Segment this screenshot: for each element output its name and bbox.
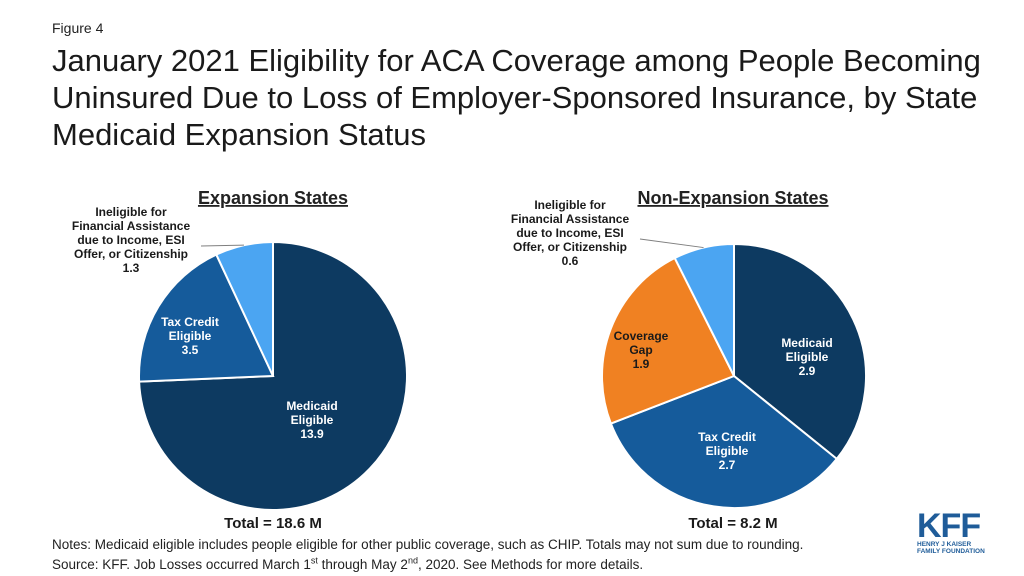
source-line: Source: KFF. Job Losses occurred March 1… [52,555,644,572]
pie-slice-tax-credit [138,253,275,383]
chart-title-non-expansion: Non-Expansion States [637,188,828,208]
notes: Notes: Medicaid eligible includes people… [52,535,932,575]
total-expansion: Total = 18.6 M [224,515,322,532]
logo-text: KFF [917,507,981,545]
slice-label-tax-credit: Tax Credit Eligible 2.7 [698,430,756,472]
slice-label-coverage-gap: Coverage Gap 1.9 [614,329,669,371]
page-title: January 2021 Eligibility for ACA Coverag… [52,43,981,152]
pie-expansion: Medicaid Eligible 13.9 Tax Credit Eligible 3.… [72,205,408,511]
pie-slice-ineligible [673,242,735,377]
slice-label-ineligible: Ineligible for Financial Assistance due to… [511,198,630,268]
pie-non-expansion: Medicaid Eligible 2.9 Tax Credit Eligible 2.7… [511,198,867,509]
pie-slice-medicaid [733,242,867,461]
pie-slice-tax-credit [609,374,839,509]
pie-slice-coverage-gap [601,256,736,425]
slice-label-ineligible: Ineligible for Financial Assistance due to… [72,205,191,275]
notes-line: Notes: Medicaid eligible includes people… [52,537,804,552]
logo-subtext-2: FAMILY FOUNDATION [917,548,985,555]
kff-logo: KFF HENRY J KAISER FAMILY FOUNDATION [917,507,997,559]
figure-label: Figure 4 [52,20,104,36]
slice-label-medicaid: Medicaid Eligible 13.9 [286,399,337,441]
logo-subtext-1: HENRY J KAISER [917,541,972,548]
chart-title-expansion: Expansion States [198,188,348,208]
slice-label-tax-credit: Tax Credit Eligible 3.5 [161,315,219,357]
total-non-expansion: Total = 8.2 M [688,515,777,532]
slice-label-medicaid: Medicaid Eligible 2.9 [781,336,832,378]
pie-slice-ineligible [214,240,274,377]
leader-line [200,244,244,247]
leader-line [639,238,704,249]
